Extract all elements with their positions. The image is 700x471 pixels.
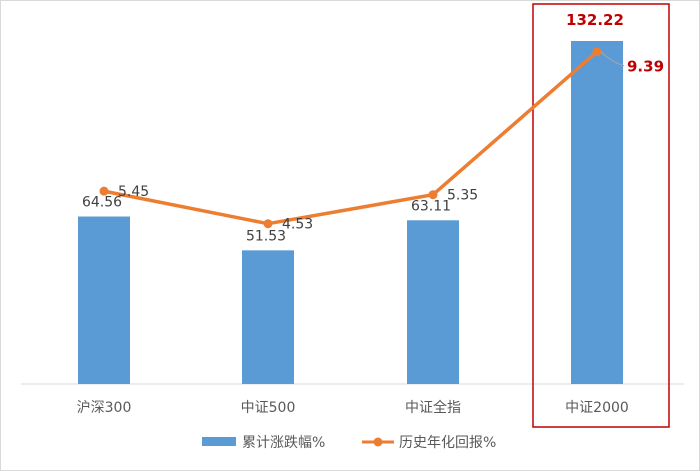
legend-label-line: 历史年化回报% xyxy=(399,435,496,451)
bar-label-2: 63.11 xyxy=(411,198,451,214)
x-tick-label-0: 沪深300 xyxy=(77,400,132,416)
bar-1 xyxy=(242,250,294,384)
highlight-box xyxy=(532,3,670,428)
bar-2 xyxy=(407,220,459,384)
legend: 累计涨跌幅% 历史年化回报% xyxy=(202,435,496,451)
line-label-3: 9.39 xyxy=(627,58,664,76)
bar-3 xyxy=(571,41,623,384)
legend-swatch-bar xyxy=(202,437,236,446)
line-label-2: 5.35 xyxy=(447,188,478,204)
line-label-0: 5.45 xyxy=(118,184,149,200)
line-point-0 xyxy=(99,186,109,196)
legend-marker-line xyxy=(373,437,383,447)
line-label-1: 4.53 xyxy=(282,217,313,233)
line-point-2 xyxy=(428,190,438,200)
line-point-3 xyxy=(592,47,602,57)
bar-label-0: 64.56 xyxy=(82,195,122,211)
line-point-1 xyxy=(263,219,273,229)
bar-0 xyxy=(78,216,130,384)
x-tick-label-2: 中证全指 xyxy=(405,399,461,416)
line-series xyxy=(103,50,599,226)
legend-label-bar: 累计涨跌幅% xyxy=(242,435,325,451)
x-tick-label-1: 中证500 xyxy=(241,400,296,416)
line-label-leader xyxy=(600,51,625,67)
x-tick-label-3: 中证2000 xyxy=(565,400,629,416)
bar-label-3: 132.22 xyxy=(566,11,624,29)
bar-label-1: 51.53 xyxy=(246,228,286,244)
